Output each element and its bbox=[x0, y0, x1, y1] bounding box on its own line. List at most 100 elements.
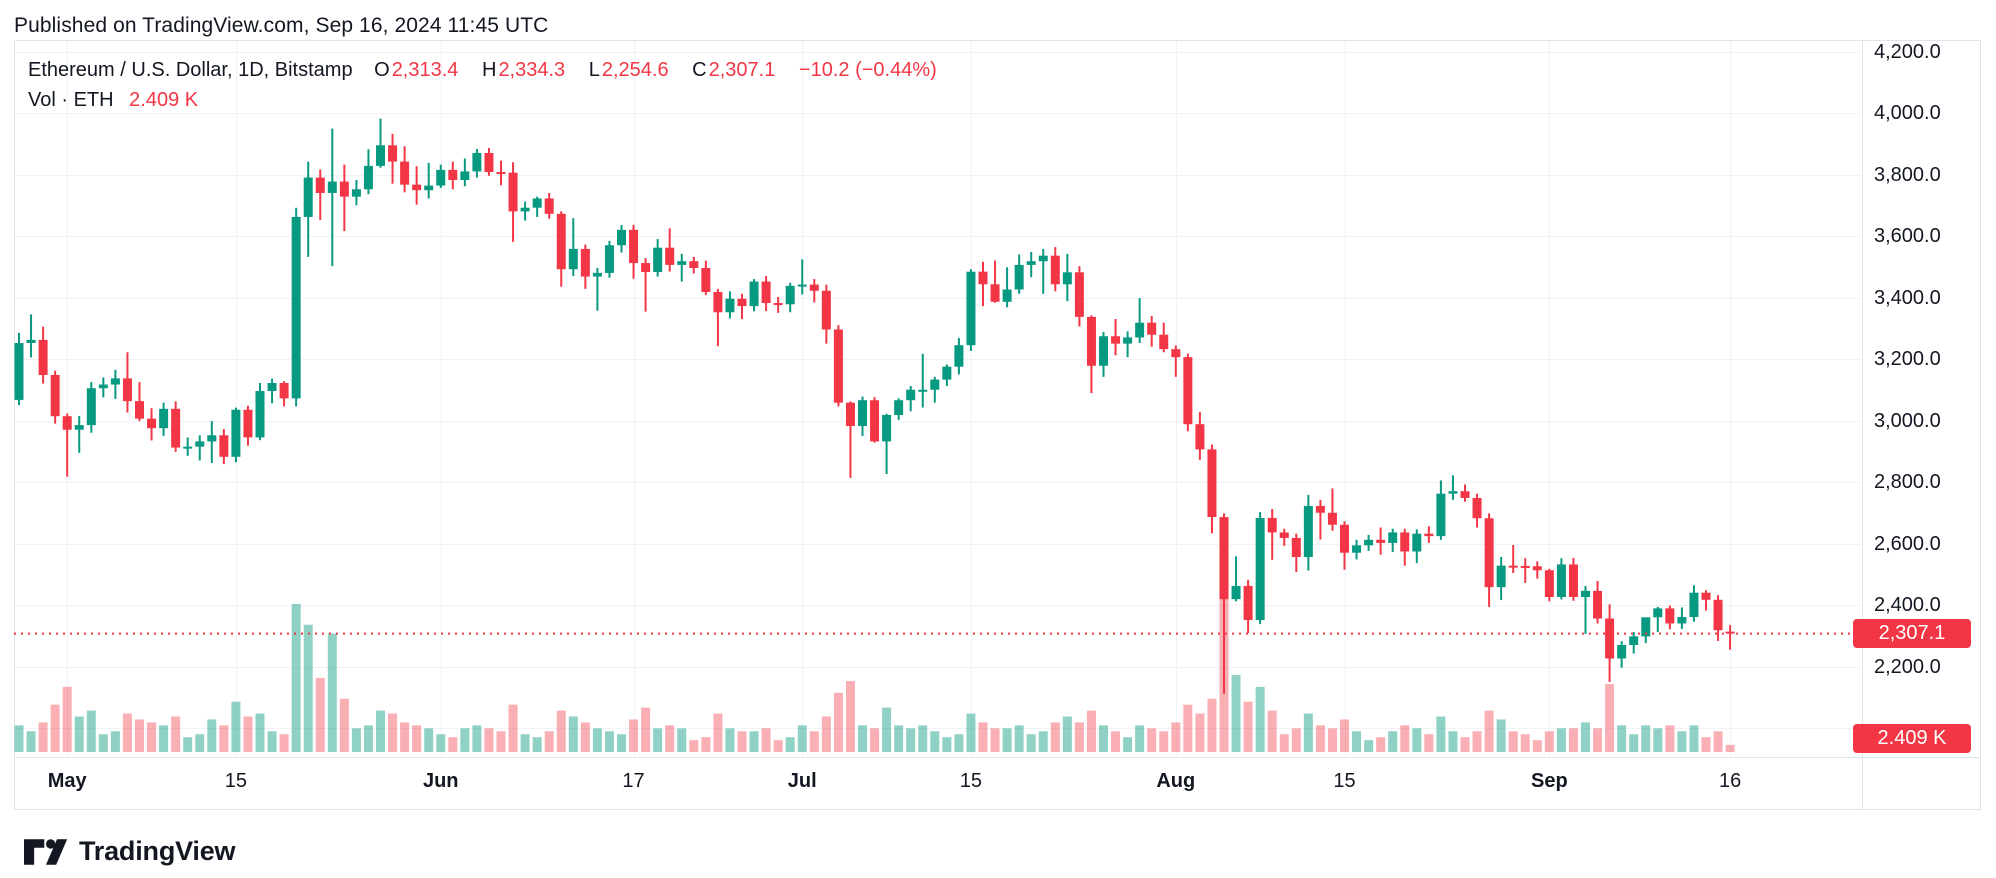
last-price-badge: 2,307.1 bbox=[1853, 619, 1971, 648]
volume-bar bbox=[532, 737, 542, 752]
candle-body bbox=[532, 198, 542, 208]
volume-legend: Vol · ETH 2.409 K bbox=[28, 89, 198, 112]
candle-body bbox=[1195, 424, 1205, 450]
volume-bar bbox=[1135, 725, 1145, 752]
volume-bar bbox=[424, 728, 434, 752]
candle-body bbox=[267, 382, 277, 391]
candle-body bbox=[448, 169, 458, 181]
candle-body bbox=[1701, 592, 1711, 600]
candle-body bbox=[1255, 517, 1265, 621]
volume-label: Vol · ETH bbox=[28, 89, 114, 111]
candle-body bbox=[195, 441, 205, 447]
volume-bar bbox=[1014, 725, 1024, 752]
volume-bar bbox=[388, 713, 398, 752]
candle-body bbox=[14, 343, 24, 400]
candle-body bbox=[689, 261, 699, 268]
candle-body bbox=[1147, 322, 1157, 335]
candle-body bbox=[580, 248, 590, 277]
volume-bar bbox=[942, 737, 952, 752]
candle-body bbox=[1002, 289, 1012, 302]
volume-bar bbox=[580, 722, 590, 752]
candle-body bbox=[1026, 261, 1036, 265]
candle-body bbox=[809, 284, 819, 291]
open-label: O bbox=[374, 59, 390, 81]
symbol-title: Ethereum / U.S. Dollar, 1D, Bitstamp bbox=[28, 59, 353, 81]
volume-bar bbox=[870, 728, 880, 752]
candle-body bbox=[629, 229, 639, 264]
volume-bar bbox=[86, 710, 96, 752]
candle-body bbox=[592, 272, 602, 277]
volume-bar bbox=[1171, 722, 1181, 752]
candle-body bbox=[1038, 255, 1048, 262]
candle-body bbox=[484, 152, 494, 173]
candle-body bbox=[1424, 533, 1434, 537]
volume-bar bbox=[267, 731, 277, 752]
candle-body bbox=[50, 374, 60, 417]
candle-body bbox=[110, 378, 120, 385]
candle-body bbox=[339, 181, 349, 197]
volume-bar bbox=[1556, 728, 1566, 752]
volume-bar bbox=[1376, 737, 1386, 752]
volume-bar bbox=[954, 734, 964, 752]
volume-bar bbox=[1412, 728, 1422, 752]
candle-body bbox=[291, 216, 301, 399]
candle-body bbox=[122, 378, 132, 402]
volume-bar bbox=[50, 704, 60, 752]
candle-body bbox=[1508, 565, 1518, 568]
volume-bar bbox=[1267, 710, 1277, 752]
volume-bar bbox=[1099, 725, 1108, 752]
low-value: 2,254.6 bbox=[601, 59, 669, 81]
volume-bar bbox=[930, 731, 940, 752]
volume-bar bbox=[279, 734, 289, 752]
volume-bar bbox=[665, 725, 675, 752]
volume-bar bbox=[1496, 719, 1506, 752]
candle-body bbox=[1364, 539, 1374, 546]
volume-bar bbox=[1460, 737, 1470, 752]
candle-body bbox=[604, 245, 614, 273]
volume-bar bbox=[568, 716, 578, 752]
volume-bar bbox=[219, 725, 229, 752]
y-axis-label: 3,800.0 bbox=[1874, 163, 1941, 186]
volume-bar bbox=[183, 737, 193, 752]
volume-bar bbox=[882, 707, 892, 752]
volume-bar bbox=[1581, 722, 1590, 752]
candle-body bbox=[38, 339, 48, 375]
volume-bar bbox=[315, 678, 325, 752]
volume-bar bbox=[448, 737, 458, 752]
candle-body bbox=[1556, 564, 1566, 598]
candle-body bbox=[544, 198, 554, 214]
open-value: 2,313.4 bbox=[391, 59, 459, 81]
volume-bar bbox=[135, 719, 144, 752]
candle-body bbox=[954, 345, 964, 367]
y-axis-label: 3,400.0 bbox=[1874, 286, 1941, 309]
volume-bar bbox=[122, 713, 132, 752]
volume-bar bbox=[376, 710, 385, 752]
candle-body bbox=[990, 284, 1000, 302]
volume-bar bbox=[1147, 728, 1157, 752]
volume-bar bbox=[1340, 719, 1349, 752]
candle-body bbox=[460, 171, 470, 181]
candle-body bbox=[135, 401, 144, 419]
volume-bar bbox=[773, 740, 783, 752]
volume-bar bbox=[1532, 740, 1542, 752]
candle-body bbox=[74, 425, 84, 430]
chart-legend: Ethereum / U.S. Dollar, 1D, Bitstamp O 2,… bbox=[28, 59, 939, 82]
volume-bar bbox=[641, 707, 651, 752]
candle-body bbox=[1159, 334, 1169, 350]
x-axis-label: 15 bbox=[959, 770, 983, 792]
volume-bar bbox=[1713, 731, 1723, 752]
volume-bar bbox=[1195, 713, 1205, 752]
volume-bar bbox=[918, 725, 928, 752]
volume-bar bbox=[978, 722, 988, 752]
x-axis-label: 17 bbox=[622, 770, 645, 792]
candle-body bbox=[62, 416, 72, 430]
volume-bar bbox=[1689, 725, 1699, 752]
volume-bar bbox=[484, 728, 494, 752]
candle-body bbox=[231, 409, 241, 457]
volume-bar bbox=[1544, 731, 1554, 752]
volume-bar bbox=[797, 725, 807, 752]
candle-body bbox=[207, 435, 217, 442]
candle-body bbox=[1219, 517, 1229, 600]
candle-body bbox=[1400, 532, 1410, 552]
candle-body bbox=[279, 382, 289, 399]
